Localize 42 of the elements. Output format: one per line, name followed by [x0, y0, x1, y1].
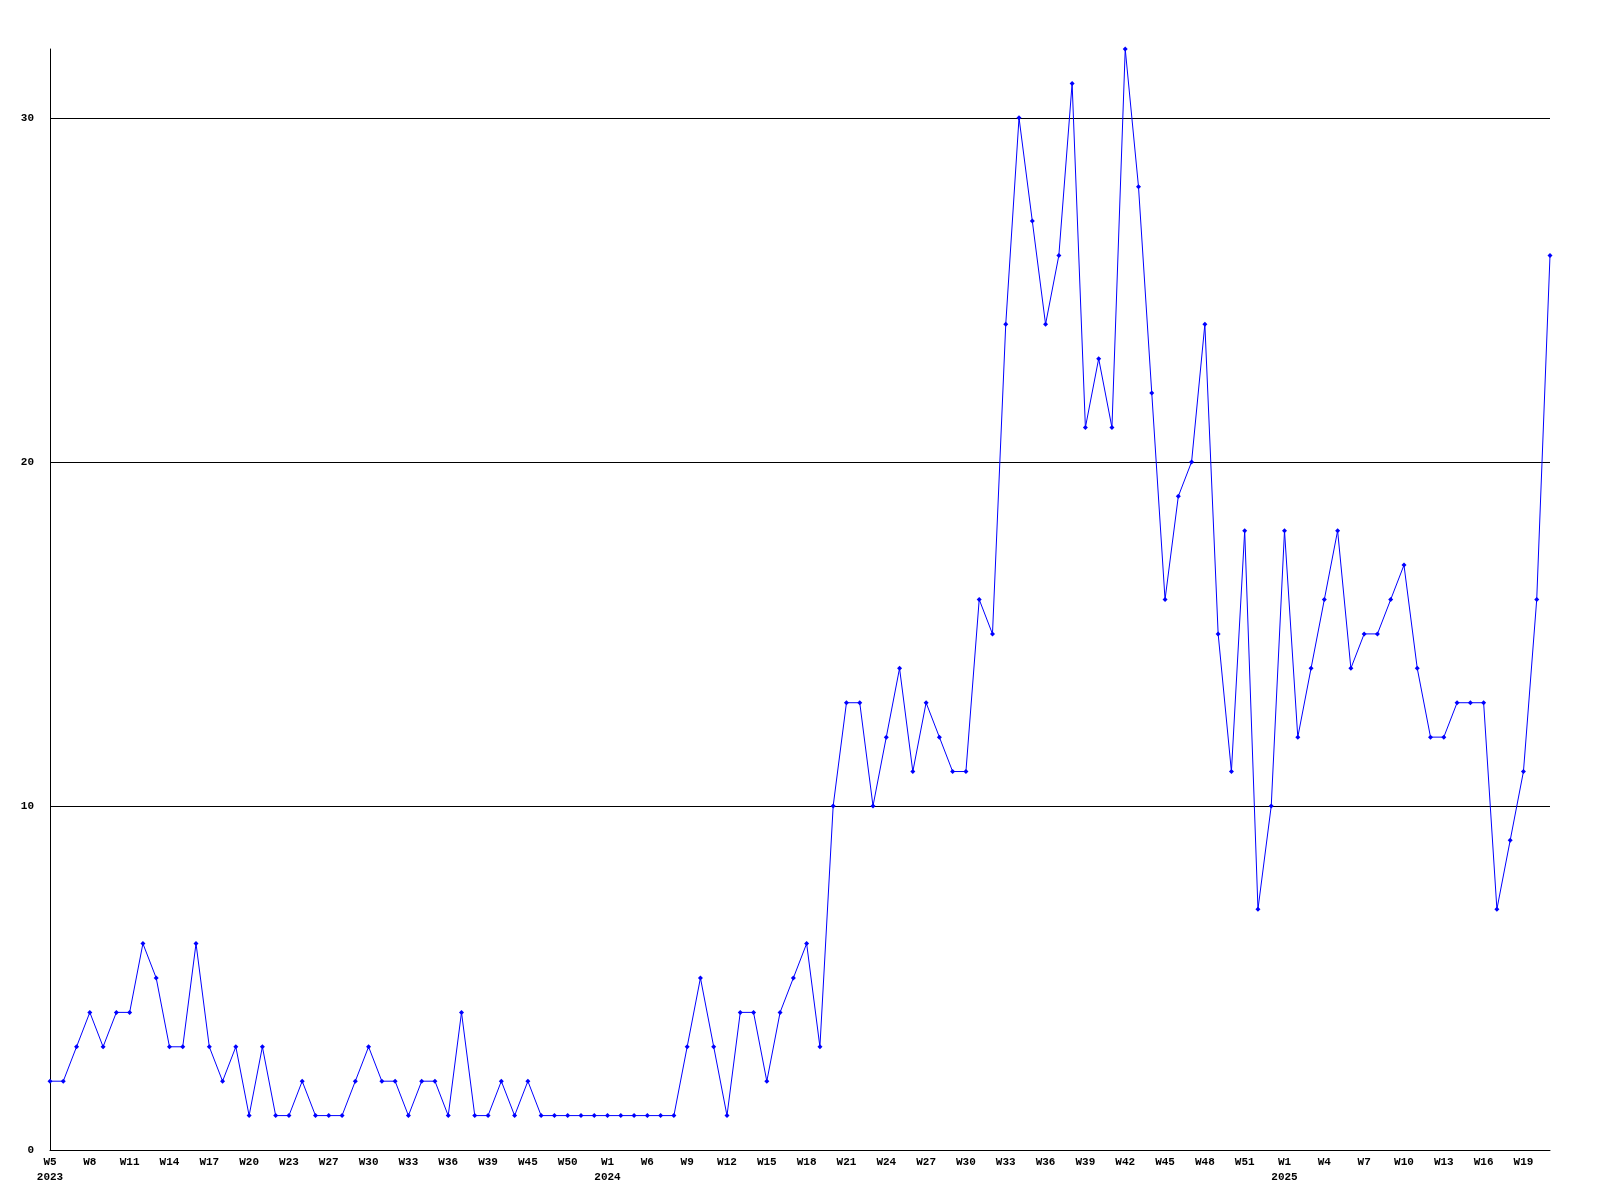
- x-tick-label: W27: [318, 1155, 339, 1168]
- y-tick-label: 30: [20, 111, 34, 124]
- x-tick-label: W7: [1357, 1155, 1371, 1168]
- y-tick-label: 10: [20, 799, 34, 812]
- x-tick-label: W6: [640, 1155, 654, 1168]
- x-tick-label: W23: [279, 1155, 300, 1168]
- x-tick-label: W4: [1317, 1155, 1332, 1168]
- x-tick-label: W11: [119, 1155, 140, 1168]
- x-tick-label: W36: [438, 1155, 459, 1168]
- x-tick-label: W1 2024: [594, 1155, 622, 1183]
- x-tick-label: W13: [1433, 1155, 1455, 1168]
- x-tick-label: W19: [1513, 1155, 1534, 1168]
- x-tick-label: W12: [717, 1155, 737, 1168]
- x-tick-label: W14: [159, 1155, 180, 1168]
- x-tick-label: W15: [756, 1155, 778, 1168]
- x-tick-label: W17: [199, 1155, 220, 1168]
- x-tick-label: W36: [1035, 1155, 1056, 1168]
- x-tick-label: W30: [358, 1155, 379, 1168]
- x-tick-label: W48: [1194, 1155, 1216, 1168]
- x-tick-label: W8: [83, 1155, 97, 1168]
- x-tick-label: W21: [836, 1155, 857, 1168]
- x-tick-label: W20: [239, 1155, 260, 1168]
- x-tick-label: W39: [478, 1155, 498, 1168]
- x-tick-label: W24: [876, 1155, 897, 1168]
- y-tick-label: 0: [27, 1144, 34, 1156]
- x-tick-label: W1 2025: [1271, 1155, 1299, 1183]
- x-tick-label: W33: [995, 1155, 1017, 1168]
- x-tick-label: W10: [1394, 1155, 1414, 1168]
- x-tick-label: W30: [956, 1155, 976, 1168]
- y-tick-label: 20: [20, 455, 34, 468]
- x-tick-label: W45: [1155, 1155, 1176, 1168]
- x-tick-label: W42: [1115, 1155, 1136, 1168]
- x-tick-label: W45: [517, 1155, 539, 1168]
- x-tick-label: W9: [680, 1155, 694, 1168]
- x-tick-label: W27: [916, 1155, 937, 1168]
- x-tick-label: W5 2023: [36, 1155, 64, 1183]
- x-tick-label: W16: [1473, 1155, 1494, 1168]
- x-tick-label: W50: [557, 1155, 578, 1168]
- x-tick-label: W18: [796, 1155, 817, 1168]
- x-tick-label: W39: [1075, 1155, 1096, 1168]
- x-tick-label: W33: [398, 1155, 419, 1168]
- x-tick-label: W51: [1234, 1155, 1255, 1168]
